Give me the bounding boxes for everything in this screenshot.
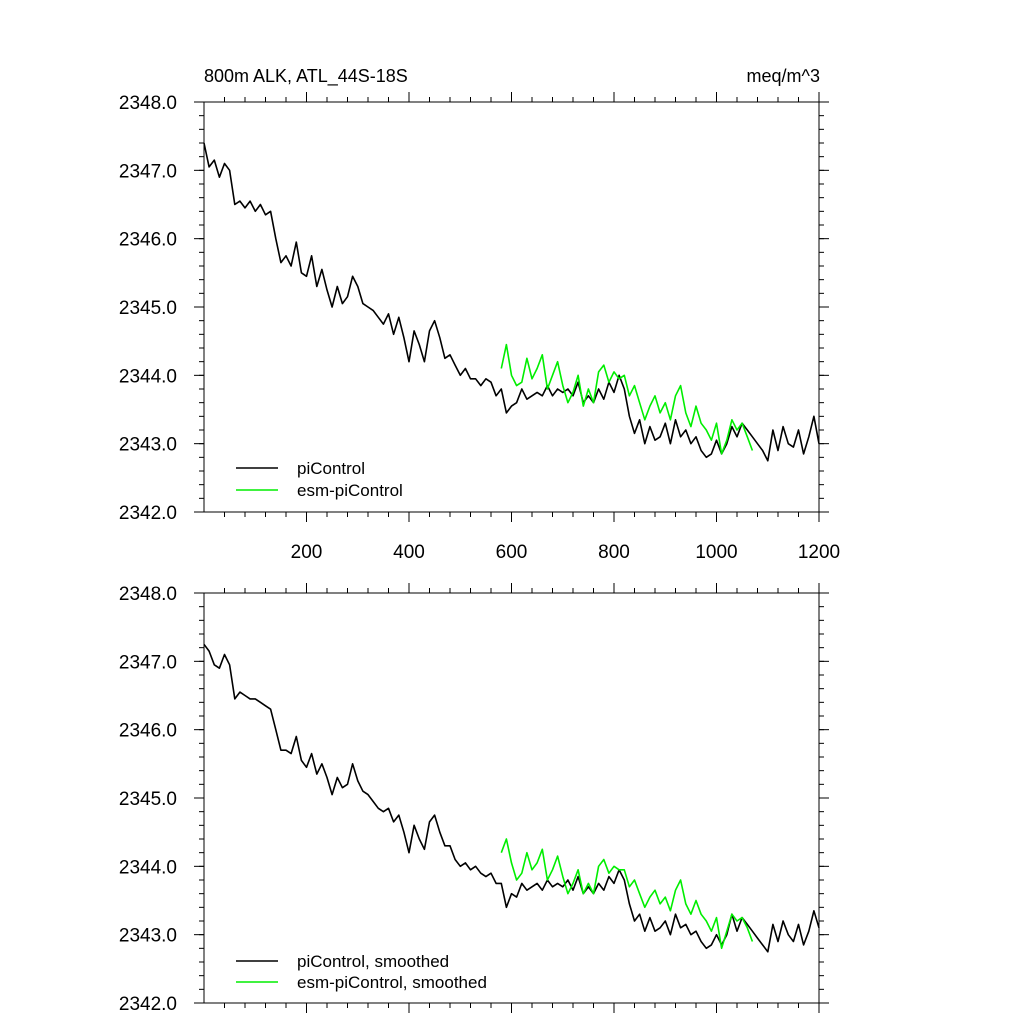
x-tick-label: 400 bbox=[393, 542, 425, 563]
y-tick-label: 2344.0 bbox=[119, 857, 177, 878]
y-tick-label: 2342.0 bbox=[119, 994, 177, 1015]
plot-frame bbox=[203, 101, 820, 513]
tick-marks bbox=[194, 92, 829, 522]
x-tick-label: 1200 bbox=[798, 542, 840, 563]
series-line-picontrol bbox=[203, 142, 820, 462]
y-tick-label: 2344.0 bbox=[119, 366, 177, 387]
series-line-esm-picontrol bbox=[500, 343, 754, 455]
y-tick-label: 2348.0 bbox=[119, 584, 177, 605]
y-tick-label: 2347.0 bbox=[119, 652, 177, 673]
x-tick-labels: 200 400 600 800 1000 1200 bbox=[291, 542, 840, 563]
series-lines bbox=[203, 643, 820, 953]
y-tick-label: 2345.0 bbox=[119, 298, 177, 319]
legend: piControl esm-piControl bbox=[236, 459, 403, 500]
y-tick-labels: 2342.0 2343.0 2344.0 2345.0 2346.0 2347.0 2348… bbox=[119, 584, 177, 1015]
series-lines bbox=[203, 142, 820, 462]
x-tick-label: 1000 bbox=[695, 542, 737, 563]
series-line-esm-picontrol-smoothed bbox=[500, 838, 754, 950]
y-tick-label: 2342.0 bbox=[119, 503, 177, 524]
series-line-picontrol-smoothed bbox=[203, 643, 820, 953]
x-tick-label: 800 bbox=[598, 542, 630, 563]
legend-label-picontrol-smoothed: piControl, smoothed bbox=[297, 952, 449, 971]
chart-title: 800m ALK, ATL_44S-18S bbox=[204, 66, 408, 87]
y-tick-label: 2343.0 bbox=[119, 435, 177, 456]
y-tick-label: 2347.0 bbox=[119, 161, 177, 182]
y-tick-label: 2348.0 bbox=[119, 93, 177, 114]
x-tick-label: 200 bbox=[291, 542, 323, 563]
y-tick-label: 2346.0 bbox=[119, 230, 177, 251]
legend-label-picontrol: piControl bbox=[297, 459, 365, 478]
legend-label-esm-picontrol: esm-piControl bbox=[297, 481, 403, 500]
y-tick-label: 2345.0 bbox=[119, 789, 177, 810]
y-tick-labels: 2342.0 2343.0 2344.0 2345.0 2346.0 2347.0 2348… bbox=[119, 93, 177, 524]
chart-units: meq/m^3 bbox=[747, 66, 820, 86]
y-tick-label: 2343.0 bbox=[119, 926, 177, 947]
tick-marks bbox=[194, 583, 829, 1013]
legend-label-esm-picontrol-smoothed: esm-piControl, smoothed bbox=[297, 973, 487, 992]
y-tick-label: 2346.0 bbox=[119, 721, 177, 742]
legend: piControl, smoothed esm-piControl, smoot… bbox=[236, 952, 487, 992]
plot-frame bbox=[203, 592, 820, 1004]
bottom-panel: 2342.0 2343.0 2344.0 2345.0 2346.0 2347.0 2348… bbox=[119, 583, 829, 1015]
x-tick-label: 600 bbox=[496, 542, 528, 563]
top-panel: 2342.0 2343.0 2344.0 2345.0 2346.0 2347.0 2348… bbox=[119, 92, 840, 563]
